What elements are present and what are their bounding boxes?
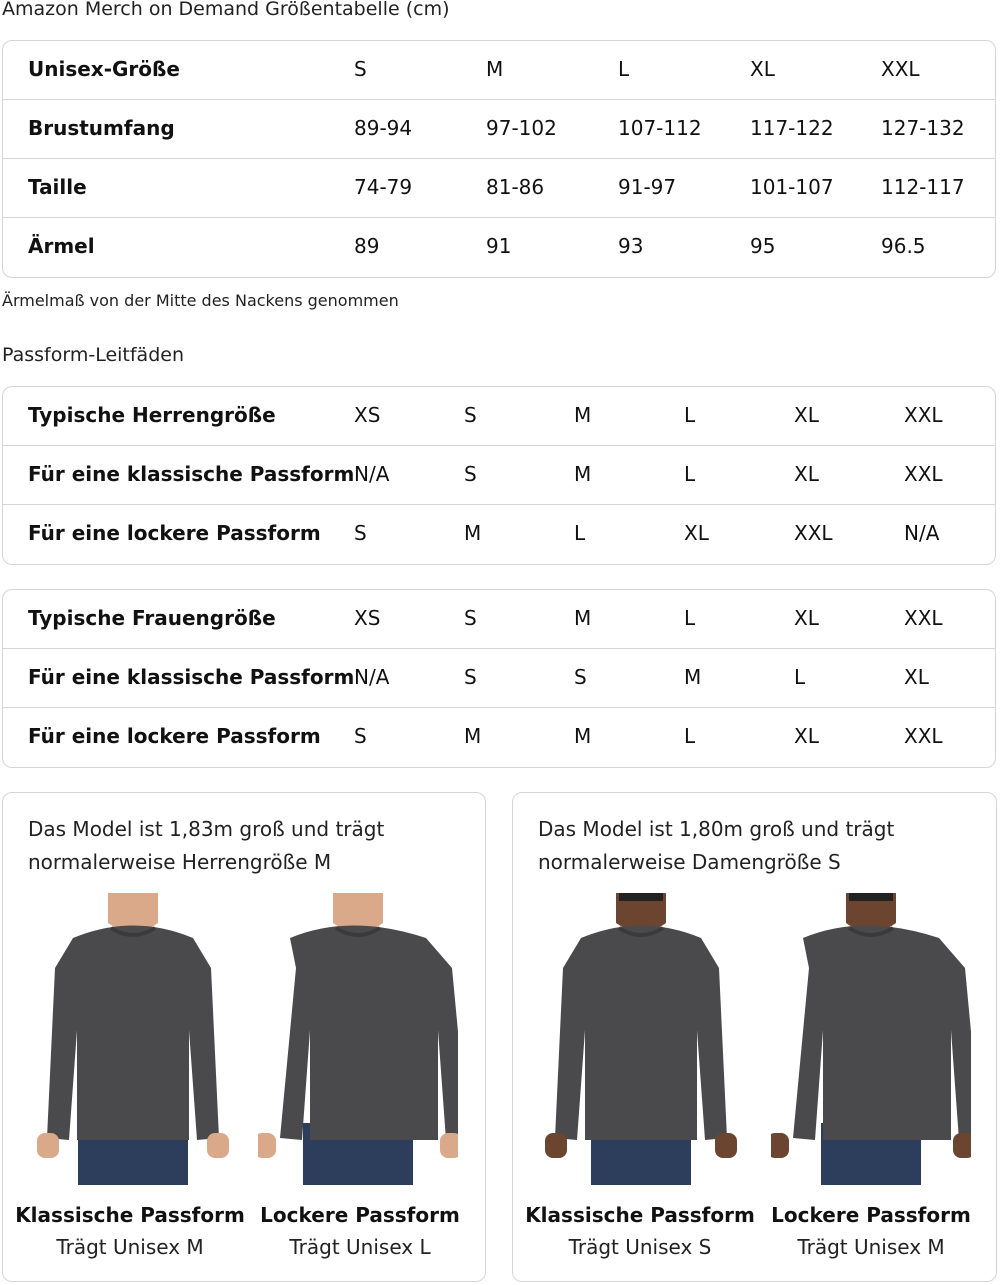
men-fit-table: Typische Herrengröße XS S M L XL XXL Für eine k… xyxy=(2,386,996,565)
table-row: Ärmel 89 91 93 95 96.5 xyxy=(3,218,995,277)
table-cell: M xyxy=(574,403,592,427)
table-cell: N/A xyxy=(354,665,390,689)
row-label: Für eine klassische Passform xyxy=(28,462,355,486)
table-cell: M xyxy=(486,57,504,81)
table-cell: L xyxy=(684,403,696,427)
table-cell: N/A xyxy=(354,462,390,486)
table-cell: XL xyxy=(684,521,709,545)
table-cell: L xyxy=(684,462,696,486)
table-cell: XL xyxy=(794,462,819,486)
table-cell: N/A xyxy=(904,521,940,545)
model-caption: Das Model ist 1,83m groß und trägt norma… xyxy=(28,817,385,874)
table-cell: 89 xyxy=(354,234,380,258)
table-row: Typische Frauengröße XS S M L XL XXL xyxy=(3,590,995,649)
table-row: Für eine klassische Passform N/A S S M L XL xyxy=(3,649,995,708)
table-cell: XL xyxy=(794,724,819,748)
table-row: Für eine klassische Passform N/A S M L XL XXL xyxy=(3,446,995,505)
table-cell: L xyxy=(574,521,586,545)
table-cell: S xyxy=(464,403,477,427)
table-cell: 89-94 xyxy=(354,116,413,140)
table-cell: M xyxy=(464,521,482,545)
model-classic-fit-image xyxy=(33,893,233,1185)
table-cell: S xyxy=(354,57,367,81)
row-label: Brustumfang xyxy=(28,116,175,140)
table-cell: L xyxy=(684,724,696,748)
table-row: Brustumfang 89-94 97-102 107-112 117-122 127-… xyxy=(3,100,995,159)
table-row: Unisex-Größe S M L XL XXL xyxy=(3,41,995,100)
row-label: Für eine lockere Passform xyxy=(28,521,321,545)
row-label: Für eine klassische Passform xyxy=(28,665,355,689)
table-cell: XXL xyxy=(904,724,943,748)
table-cell: L xyxy=(684,606,696,630)
model-loose-fit-image xyxy=(254,893,468,1185)
classic-fit-label: Klassische Passform Trägt Unisex M xyxy=(15,1203,245,1259)
table-cell: 81-86 xyxy=(486,175,545,199)
table-cell: 74-79 xyxy=(354,175,413,199)
table-row: Für eine lockere Passform S M M L XL XXL xyxy=(3,708,995,767)
sweatshirt-model-icon xyxy=(254,893,468,1185)
table-cell: XXL xyxy=(904,403,943,427)
men-model-card: Das Model ist 1,83m groß und trägt norma… xyxy=(2,792,486,1282)
table-cell: 101-107 xyxy=(750,175,834,199)
table-cell: M xyxy=(684,665,702,689)
table-cell: M xyxy=(574,606,592,630)
table-cell: M xyxy=(574,724,592,748)
table-cell: 93 xyxy=(618,234,644,258)
table-cell: XS xyxy=(354,606,381,630)
table-cell: 112-117 xyxy=(881,175,965,199)
table-cell: 107-112 xyxy=(618,116,702,140)
table-cell: 91-97 xyxy=(618,175,677,199)
table-cell: S xyxy=(464,606,477,630)
sweatshirt-model-icon xyxy=(545,893,737,1185)
table-cell: L xyxy=(618,57,630,81)
page-title: Amazon Merch on Demand Größentabelle (cm… xyxy=(2,0,450,20)
table-cell: XXL xyxy=(881,57,920,81)
table-row: Typische Herrengröße XS S M L XL XXL xyxy=(3,387,995,446)
sweatshirt-model-icon xyxy=(37,893,229,1185)
table-cell: 95 xyxy=(750,234,776,258)
model-caption: Das Model ist 1,80m groß und trägt norma… xyxy=(538,817,895,874)
table-cell: M xyxy=(464,724,482,748)
table-row: Für eine lockere Passform S M L XL XXL N/A xyxy=(3,505,995,564)
model-loose-fit-image xyxy=(767,893,981,1185)
table-cell: XL xyxy=(904,665,929,689)
table-cell: S xyxy=(354,724,367,748)
row-label: Ärmel xyxy=(28,234,95,258)
table-cell: 91 xyxy=(486,234,512,258)
women-model-card: Das Model ist 1,80m groß und trägt norma… xyxy=(512,792,997,1282)
women-fit-table: Typische Frauengröße XS S M L XL XXL Für eine k… xyxy=(2,589,996,768)
table-cell: XL xyxy=(794,403,819,427)
table-cell: XXL xyxy=(904,462,943,486)
fit-guide-title: Passform-Leitfäden xyxy=(2,344,184,366)
table-cell: XXL xyxy=(904,606,943,630)
table-cell: L xyxy=(794,665,806,689)
table-cell: XS xyxy=(354,403,381,427)
loose-fit-label: Lockere Passform Trägt Unisex L xyxy=(260,1203,460,1259)
sleeve-note: Ärmelmaß von der Mitte des Nackens genom… xyxy=(2,291,399,310)
size-table: Unisex-Größe S M L XL XXL Brustumfang 89-94 97-1… xyxy=(2,40,996,278)
table-cell: XL xyxy=(750,57,775,81)
row-label: Unisex-Größe xyxy=(28,57,180,81)
table-cell: S xyxy=(464,665,477,689)
table-cell: 96.5 xyxy=(881,234,926,258)
table-cell: 127-132 xyxy=(881,116,965,140)
model-classic-fit-image xyxy=(541,893,741,1185)
table-cell: 97-102 xyxy=(486,116,557,140)
table-cell: S xyxy=(354,521,367,545)
row-label: Typische Frauengröße xyxy=(28,606,276,630)
classic-fit-label: Klassische Passform Trägt Unisex S xyxy=(525,1203,755,1259)
table-cell: 117-122 xyxy=(750,116,834,140)
table-row: Taille 74-79 81-86 91-97 101-107 112-117 xyxy=(3,159,995,218)
table-cell: S xyxy=(574,665,587,689)
table-cell: XL xyxy=(794,606,819,630)
table-cell: M xyxy=(574,462,592,486)
table-cell: S xyxy=(464,462,477,486)
table-cell: XXL xyxy=(794,521,833,545)
row-label: Taille xyxy=(28,175,87,199)
row-label: Typische Herrengröße xyxy=(28,403,276,427)
row-label: Für eine lockere Passform xyxy=(28,724,321,748)
loose-fit-label: Lockere Passform Trägt Unisex M xyxy=(771,1203,971,1259)
sweatshirt-model-icon xyxy=(767,893,981,1185)
